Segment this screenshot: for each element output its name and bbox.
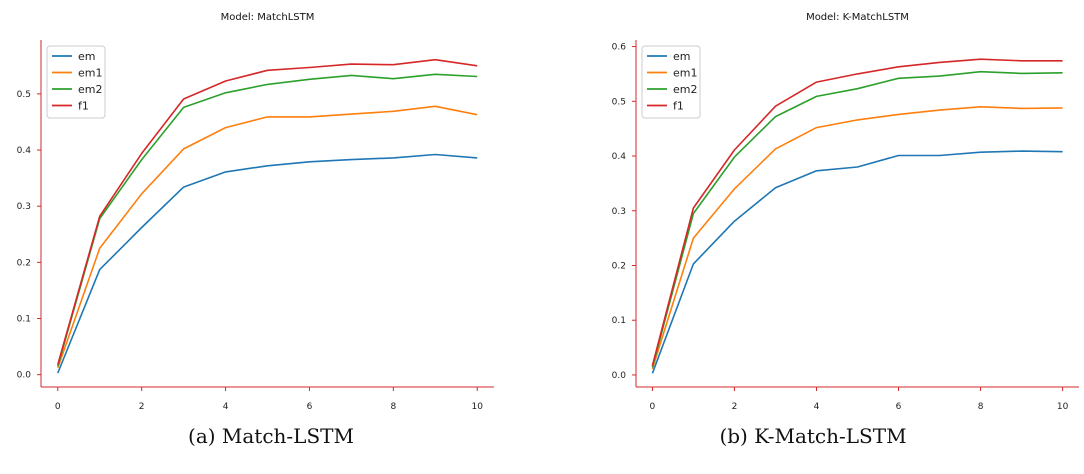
series-line-f1 xyxy=(57,58,478,365)
chart-panel-k-matchlstm: Model: K-MatchLSTM 0 2 4 6 8 10 0.0 0.1 0.2 0.3 0.4… xyxy=(542,0,1084,474)
series-line-em2 xyxy=(57,73,478,367)
y-tick-label: 0.3 xyxy=(612,207,626,217)
legend-box xyxy=(641,45,701,119)
series-line-em1 xyxy=(57,105,478,369)
x-tick-label: 2 xyxy=(732,402,738,412)
caption-a: (a) Match-LSTM xyxy=(188,424,354,448)
legend-box xyxy=(46,45,106,119)
y-tick-label: 0.4 xyxy=(612,152,627,162)
legend-label-em2: em2 xyxy=(78,83,102,96)
legend-label-em2: em2 xyxy=(673,83,697,96)
y-tick-label: 0.1 xyxy=(612,316,626,326)
series-line-f1 xyxy=(651,58,1063,366)
y-tick-label: 0.5 xyxy=(612,97,626,107)
chart-title: Model: MatchLSTM xyxy=(221,12,315,23)
x-tick-label: 8 xyxy=(978,402,984,412)
x-tick-label: 10 xyxy=(471,402,483,412)
legend-label-em1: em1 xyxy=(78,67,102,80)
x-tick-label: 0 xyxy=(650,402,656,412)
legend-label-em1: em1 xyxy=(673,67,697,80)
x-tick-label: 4 xyxy=(814,402,820,412)
y-tick-label: 0.0 xyxy=(612,371,627,381)
y-tick-label: 0.5 xyxy=(17,90,31,100)
series-line-em xyxy=(57,153,478,374)
x-tick-label: 2 xyxy=(139,402,145,412)
legend-label-em: em xyxy=(673,50,690,63)
x-tick-label: 8 xyxy=(390,402,396,412)
chart-svg-k-matchlstm: Model: K-MatchLSTM 0 2 4 6 8 10 0.0 0.1 0.2 0.3 0.4… xyxy=(612,12,1079,412)
y-tick-label: 0.0 xyxy=(17,371,32,381)
legend-label-em: em xyxy=(78,50,95,63)
chart-svg-matchlstm: Model: MatchLSTM 0 2 4 6 8 10 0.0 0.1 0.2 0.3 0.4 0.… xyxy=(17,12,494,412)
chart-title: Model: K-MatchLSTM xyxy=(806,12,909,23)
series-line-em1 xyxy=(651,106,1063,370)
chart-panel-matchlstm: Model: MatchLSTM 0 2 4 6 8 10 0.0 0.1 0.2 0.3 0.4 0.… xyxy=(17,12,494,448)
y-tick-label: 0.1 xyxy=(17,314,31,324)
y-tick-label: 0.2 xyxy=(17,258,31,268)
series-line-em xyxy=(651,150,1063,374)
x-tick-label: 4 xyxy=(223,402,229,412)
y-tick-label: 0.6 xyxy=(612,43,627,53)
x-tick-label: 10 xyxy=(1057,402,1069,412)
y-tick-label: 0.4 xyxy=(17,146,32,156)
legend-label-f1: f1 xyxy=(673,100,684,113)
x-tick-label: 6 xyxy=(307,402,313,412)
y-tick-label: 0.2 xyxy=(612,261,626,271)
y-tick-label: 0.3 xyxy=(17,202,31,212)
x-tick-label: 6 xyxy=(896,402,902,412)
legend-label-f1: f1 xyxy=(78,100,89,113)
x-tick-label: 0 xyxy=(55,402,61,412)
series-line-em2 xyxy=(651,70,1063,368)
caption-b: (b) K-Match-LSTM xyxy=(719,424,907,448)
